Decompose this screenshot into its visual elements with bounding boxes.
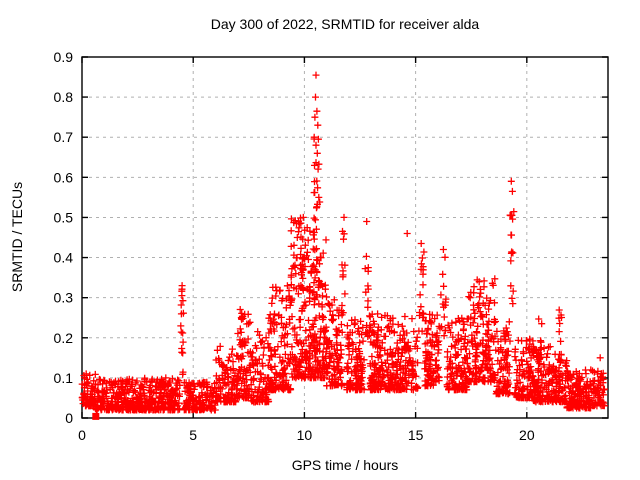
x-tick-label: 5 — [189, 427, 197, 443]
y-tick-label: 0.8 — [54, 89, 74, 105]
x-tick-label: 20 — [519, 427, 535, 443]
y-tick-label: 0 — [65, 410, 73, 426]
y-tick-label: 0.9 — [54, 49, 74, 65]
y-tick-label: 0.5 — [54, 209, 74, 225]
x-tick-label: 0 — [78, 427, 86, 443]
y-tick-label: 0.3 — [54, 290, 74, 306]
y-tick-label: 0.2 — [54, 330, 74, 346]
y-tick-label: 0.6 — [54, 169, 74, 185]
square-point-flagged-point — [92, 412, 100, 420]
scatter-points-SRMTID — [78, 71, 608, 414]
x-axis-label: GPS time / hours — [291, 457, 399, 473]
y-tick-label: 0.4 — [54, 250, 74, 266]
x-tick-label: 15 — [408, 427, 424, 443]
y-tick-label: 0.7 — [54, 129, 74, 145]
plot-border — [81, 56, 609, 419]
chart-title: Day 300 of 2022, SRMTID for receiver ald… — [210, 16, 480, 32]
y-tick-label: 0.1 — [54, 370, 74, 386]
x-tick-label: 10 — [297, 427, 313, 443]
